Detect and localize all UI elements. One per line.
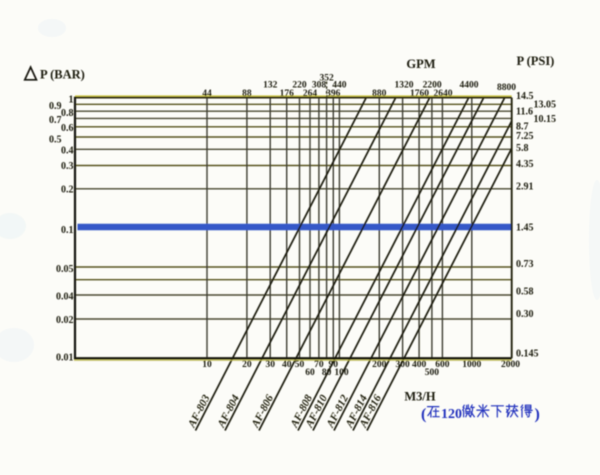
svg-text:600: 600 [435,360,450,370]
svg-text:14.5: 14.5 [516,91,534,102]
svg-text:8.7: 8.7 [516,122,529,133]
svg-text:10: 10 [202,360,212,370]
svg-text:40: 40 [282,360,292,370]
svg-text:120: 120 [441,407,462,422]
svg-text:60: 60 [305,368,315,378]
svg-text:5.8: 5.8 [516,143,529,154]
svg-text:2000: 2000 [501,360,520,370]
svg-text:200: 200 [372,360,387,370]
svg-text:0.2: 0.2 [61,185,74,196]
svg-text:2640: 2640 [434,89,453,99]
svg-text:8800: 8800 [497,83,516,93]
svg-text:0.7: 0.7 [49,115,62,126]
svg-text:880: 880 [372,89,387,99]
svg-text:132: 132 [263,81,278,91]
svg-text:P (BAR): P (BAR) [40,68,85,82]
svg-text:400: 400 [412,360,427,370]
svg-text:1: 1 [69,95,74,106]
svg-text:0.02: 0.02 [56,315,74,326]
svg-text:0.1: 0.1 [61,225,74,236]
svg-text:352: 352 [319,73,334,83]
svg-text:0.5: 0.5 [49,135,62,146]
svg-text:308: 308 [312,81,327,91]
svg-text:500: 500 [425,368,440,378]
svg-text:396: 396 [326,89,341,99]
svg-text:90: 90 [329,360,339,370]
svg-text:0.05: 0.05 [56,264,74,275]
svg-text:2200: 2200 [423,81,442,91]
svg-text:0.6: 0.6 [61,123,74,134]
svg-text:0.04: 0.04 [56,292,74,303]
svg-text:P (PSI): P (PSI) [517,54,555,68]
svg-text:0.30: 0.30 [516,309,534,320]
svg-text:0.9: 0.9 [49,101,62,112]
svg-text:0.4: 0.4 [61,146,74,157]
svg-text:1000: 1000 [462,360,481,370]
svg-text:): ) [535,406,540,423]
svg-text:GPM: GPM [406,57,435,71]
svg-text:M3/H: M3/H [404,390,436,404]
svg-text:70: 70 [314,360,324,370]
svg-text:11.6: 11.6 [516,107,533,118]
svg-text:44: 44 [202,89,212,99]
svg-text:2.91: 2.91 [516,182,534,193]
svg-text:440: 440 [332,81,347,91]
svg-text:4400: 4400 [460,81,479,91]
svg-text:1760: 1760 [410,89,429,99]
svg-text:220: 220 [292,81,307,91]
svg-text:4.35: 4.35 [516,159,534,170]
svg-text:100: 100 [334,368,349,378]
svg-text:10.15: 10.15 [534,114,557,125]
svg-text:88: 88 [242,89,252,99]
svg-text:20: 20 [242,360,252,370]
svg-text:0.73: 0.73 [516,259,534,270]
svg-text:0.58: 0.58 [516,287,534,298]
svg-text:0.01: 0.01 [56,353,74,364]
svg-text:1.45: 1.45 [516,223,534,234]
svg-text:7.25: 7.25 [516,131,534,142]
svg-text:264: 264 [303,89,318,99]
svg-text:0.8: 0.8 [61,108,74,119]
svg-text:30: 30 [265,360,275,370]
svg-text:176: 176 [280,89,295,99]
svg-text:0.145: 0.145 [516,349,539,360]
svg-text:80: 80 [322,368,332,378]
svg-text:13.05: 13.05 [534,100,557,111]
svg-text:(: ( [421,406,426,423]
svg-text:1320: 1320 [395,81,414,91]
svg-text:0.3: 0.3 [61,161,74,172]
svg-text:300: 300 [395,360,410,370]
svg-text:50: 50 [295,360,305,370]
